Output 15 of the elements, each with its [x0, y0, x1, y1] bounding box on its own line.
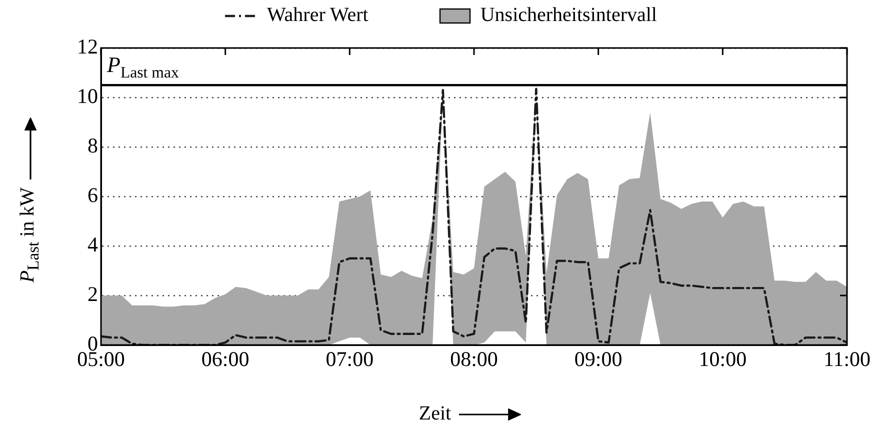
x-tick-label: 06:00 [201, 347, 250, 372]
x-axis-title: Zeit [418, 402, 452, 426]
y-tick-label: 2 [88, 282, 98, 306]
y-tick-label: 10 [77, 84, 98, 108]
y-tick-label: 4 [88, 232, 98, 257]
x-tick-label: 10:00 [698, 347, 747, 372]
x-tick-label: 08:00 [450, 347, 498, 372]
x-tick-label: 09:00 [574, 347, 622, 372]
text: Unsicherheitsintervall [480, 4, 657, 27]
x-tick-label: 07:00 [326, 347, 374, 372]
x-tick-label: 11:00 [823, 347, 871, 372]
y-tick-label: 6 [88, 183, 98, 208]
y-tick-label: 8 [88, 134, 98, 158]
y-tick-label: 12 [77, 34, 98, 59]
legend-label: Wahrer Wert [267, 4, 368, 27]
